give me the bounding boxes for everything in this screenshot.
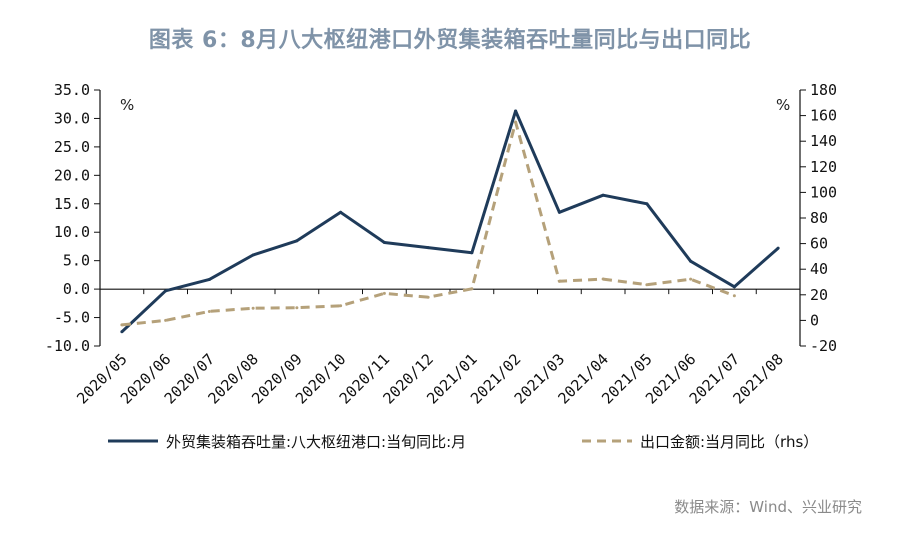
series-1-point (557, 210, 561, 214)
right-tick-label: 80 (810, 209, 828, 227)
series-1-point (382, 240, 386, 244)
series-1-point (732, 285, 736, 289)
series-1-point (470, 251, 474, 255)
series-1-point (339, 210, 343, 214)
left-axis-ticks: -10.0 -5.0 0.0 5.0 10.0 15.0 20.0 25.0 30.0 35.0 (45, 81, 100, 355)
series-2-point (339, 304, 343, 308)
right-tick-label: 0 (810, 311, 819, 329)
right-tick-label: 120 (810, 158, 837, 176)
right-tick-label: 100 (810, 183, 837, 201)
right-tick-label: 20 (810, 286, 828, 304)
series-1-point (120, 330, 124, 334)
right-tick-label: -20 (810, 337, 837, 355)
series-2-point (426, 295, 430, 299)
right-tick-label: 180 (810, 81, 837, 99)
left-axis-unit: % (120, 96, 134, 114)
series-1-point (426, 246, 430, 250)
left-tick-label: 0.0 (63, 280, 90, 298)
series-1-point (207, 277, 211, 281)
right-tick-label: 160 (810, 107, 837, 125)
left-tick-label: 20.0 (54, 166, 90, 184)
right-tick-label: 140 (810, 132, 837, 150)
series-1-point (514, 109, 518, 113)
series-2-point (601, 277, 605, 281)
left-tick-label: 35.0 (54, 81, 90, 99)
left-tick-label: -5.0 (54, 309, 90, 327)
series-2-point (164, 318, 168, 322)
series-2-point (470, 287, 474, 291)
series-2-point (295, 306, 299, 310)
series-1-point (689, 259, 693, 263)
series-2-point (514, 120, 518, 124)
left-tick-label: 15.0 (54, 195, 90, 213)
series-2-point (207, 309, 211, 313)
left-tick-label: 25.0 (54, 138, 90, 156)
legend-label-series-2: 出口金额:当月同比（rhs） (640, 433, 818, 451)
left-tick-label: 30.0 (54, 109, 90, 127)
series-line-2 (121, 120, 735, 327)
chart-title: 图表 6：8月八大枢纽港口外贸集装箱吞吐量同比与出口同比 (148, 28, 752, 53)
series-2-point (120, 323, 124, 327)
left-tick-label: 10.0 (54, 223, 90, 241)
series-1-point (164, 289, 168, 293)
series-1-point (601, 193, 605, 197)
right-axis-unit: % (776, 96, 790, 114)
series-2-point (732, 294, 736, 298)
series-1-point (295, 239, 299, 243)
series-2-point (645, 283, 649, 287)
left-tick-label: 5.0 (63, 252, 90, 270)
legend-label-series-1: 外贸集装箱吞吐量:八大枢纽港口:当旬同比:月 (166, 433, 466, 451)
series-2-point (382, 291, 386, 295)
series-2-point (251, 306, 255, 310)
legend: 外贸集装箱吞吐量:八大枢纽港口:当旬同比:月 出口金额:当月同比（rhs） (108, 433, 818, 451)
series-line-1 (120, 109, 780, 333)
series-1-point (645, 202, 649, 206)
x-axis-ticks: 2020/052020/062020/072020/082020/092020/… (73, 289, 801, 408)
right-axis-ticks: -20 0 20 40 60 80 100 120 140 160 180 (800, 81, 837, 355)
series-1-point (251, 253, 255, 257)
chart-source: 数据来源：Wind、兴业研究 (674, 498, 862, 516)
right-tick-label: 40 (810, 260, 828, 278)
left-tick-label: -10.0 (45, 337, 90, 355)
series-layer (120, 109, 780, 334)
series-1-point (776, 246, 780, 250)
series-2-point (689, 277, 693, 281)
series-2-point (557, 279, 561, 283)
right-tick-label: 60 (810, 235, 828, 253)
